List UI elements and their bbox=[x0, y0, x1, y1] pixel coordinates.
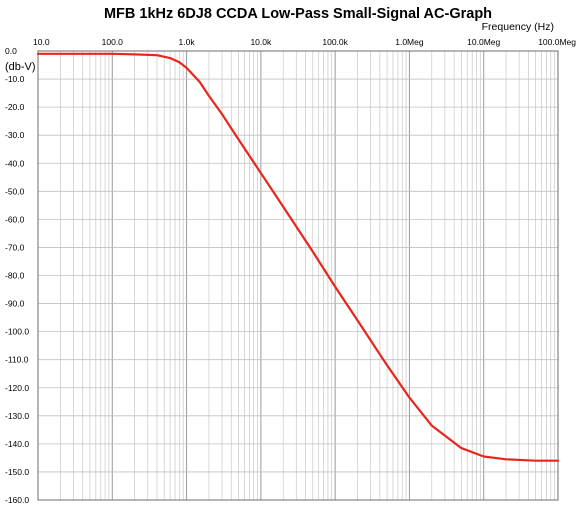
x-tick-label: 100.0 bbox=[102, 37, 124, 47]
y-tick-label: -130.0 bbox=[5, 411, 29, 421]
y-tick-label: -10.0 bbox=[5, 74, 25, 84]
x-axis-label: Frequency (Hz) bbox=[482, 21, 554, 33]
y-tick-label: -80.0 bbox=[5, 271, 25, 281]
y-tick-label: -70.0 bbox=[5, 242, 25, 252]
y-tick-label: 0.0 bbox=[5, 46, 17, 56]
x-tick-label: 1.0Meg bbox=[395, 37, 424, 47]
x-tick-label: 10.0Meg bbox=[467, 37, 500, 47]
y-tick-label: -20.0 bbox=[5, 102, 25, 112]
y-tick-label: -60.0 bbox=[5, 214, 25, 224]
y-tick-label: -150.0 bbox=[5, 467, 29, 477]
plot-frame bbox=[37, 50, 559, 501]
plot-border bbox=[37, 50, 559, 501]
y-tick-label: -90.0 bbox=[5, 299, 25, 309]
x-tick-label: 100.0Meg bbox=[538, 37, 576, 47]
y-tick-label: -140.0 bbox=[5, 439, 29, 449]
y-tick-label: -30.0 bbox=[5, 130, 25, 140]
x-tick-label: 1.0k bbox=[179, 37, 196, 47]
y-tick-label: -120.0 bbox=[5, 383, 29, 393]
x-tick-label: 100.0k bbox=[322, 37, 348, 47]
y-tick-label: -100.0 bbox=[5, 327, 29, 337]
series-line bbox=[36, 52, 560, 462]
y-tick-label: -50.0 bbox=[5, 186, 25, 196]
x-tick-label: 10.0k bbox=[250, 37, 272, 47]
y-tick-label: -110.0 bbox=[5, 355, 29, 365]
y-tick-labels: 0.0 -10.0 -20.0 -30.0 -40.0 -50.0 -60.0 -70.0 -8… bbox=[5, 46, 29, 505]
series-layer bbox=[36, 52, 560, 462]
x-tick-label: 10.0 bbox=[33, 37, 50, 47]
chart-title: MFB 1kHz 6DJ8 CCDA Low-Pass Small-Signal… bbox=[104, 6, 492, 22]
y-axis-label: (db-V) bbox=[5, 61, 36, 73]
x-tick-labels: 10.0 100.0 1.0k 10.0k 100.0k 1.0Meg 10.0Meg 100… bbox=[33, 37, 576, 47]
y-tick-label: -40.0 bbox=[5, 158, 25, 168]
y-tick-label: -160.0 bbox=[5, 495, 29, 505]
grid bbox=[37, 50, 559, 501]
